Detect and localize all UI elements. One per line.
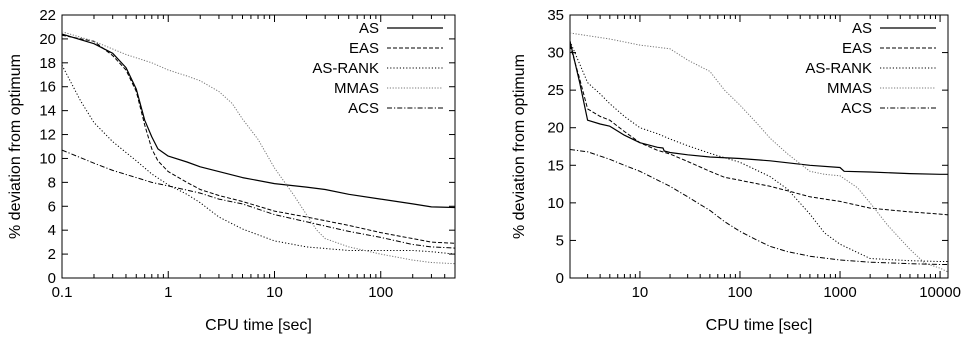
series-line-acs bbox=[570, 149, 948, 265]
x-tick-label: 1 bbox=[164, 284, 172, 301]
chart-2: 0 5 10 15 20 25 30 35 10 100 1000 10000 CPU time [se… bbox=[511, 7, 961, 334]
legend-label-acs: ACS bbox=[348, 100, 379, 117]
series-line-acs bbox=[62, 149, 455, 249]
y-tick-label: 15 bbox=[547, 157, 564, 174]
x-tick-label: 100 bbox=[727, 284, 752, 301]
y-tick-label: 0 bbox=[48, 270, 56, 287]
y-tick-label: 8 bbox=[48, 174, 56, 191]
legend-label-as: AS bbox=[359, 20, 379, 37]
x-tick-label: 10 bbox=[266, 284, 283, 301]
y-tick-label: 30 bbox=[547, 45, 564, 62]
series-line-as bbox=[570, 41, 948, 175]
series-line-as bbox=[62, 33, 455, 209]
chart-1: 0 2 4 6 8 10 12 14 16 18 20 22 0.1 1 10 100 CPU time [se… bbox=[7, 7, 456, 334]
series-line-eas bbox=[62, 34, 455, 244]
legend-label-as-rank: AS-RANK bbox=[312, 60, 379, 77]
x-tick-label: 10 bbox=[632, 284, 649, 301]
series-line-as-rank bbox=[62, 64, 455, 255]
y-tick-label: 2 bbox=[48, 246, 56, 263]
y-tick-label: 20 bbox=[547, 120, 564, 137]
legend-label-mmas: MMAS bbox=[334, 80, 379, 97]
y-tick-label: 22 bbox=[39, 7, 56, 24]
y-tick-label: 35 bbox=[547, 7, 564, 24]
x-tick-label: 100 bbox=[368, 284, 393, 301]
series-line-as-rank bbox=[570, 41, 948, 262]
y-tick-label: 5 bbox=[556, 232, 564, 249]
y-tick-label: 18 bbox=[39, 55, 56, 72]
y-tick-label: 4 bbox=[48, 222, 56, 239]
plot-frame bbox=[61, 14, 456, 279]
y-tick-label: 16 bbox=[39, 79, 56, 96]
plot-frame bbox=[569, 14, 949, 279]
y-tick-label: 10 bbox=[547, 195, 564, 212]
series-line-mmas bbox=[570, 32, 948, 273]
y-tick-label: 0 bbox=[556, 270, 564, 287]
y-tick-label: 25 bbox=[547, 82, 564, 99]
legend-label-eas: EAS bbox=[842, 40, 872, 57]
y-tick-label: 6 bbox=[48, 198, 56, 215]
x-tick-label: 0.1 bbox=[52, 284, 73, 301]
x-tick-label: 1000 bbox=[823, 284, 856, 301]
legend-label-acs: ACS bbox=[841, 100, 872, 117]
x-tick-label: 10000 bbox=[919, 284, 961, 301]
series-line-mmas bbox=[62, 31, 455, 265]
legend-label-as-rank: AS-RANK bbox=[805, 60, 872, 77]
y-axis-label: % deviation from optimum bbox=[7, 54, 24, 239]
y-tick-label: 14 bbox=[39, 103, 56, 120]
legend-label-mmas: MMAS bbox=[827, 80, 872, 97]
y-tick-label: 10 bbox=[39, 150, 56, 167]
legend-label-as: AS bbox=[852, 20, 872, 37]
series-line-eas bbox=[570, 44, 948, 216]
x-axis-label: CPU time [sec] bbox=[205, 317, 312, 334]
y-tick-label: 20 bbox=[39, 31, 56, 48]
y-tick-label: 12 bbox=[39, 127, 56, 144]
legend-label-eas: EAS bbox=[349, 40, 379, 57]
x-axis-label: CPU time [sec] bbox=[706, 317, 813, 334]
y-axis-label: % deviation from optimum bbox=[511, 54, 528, 239]
